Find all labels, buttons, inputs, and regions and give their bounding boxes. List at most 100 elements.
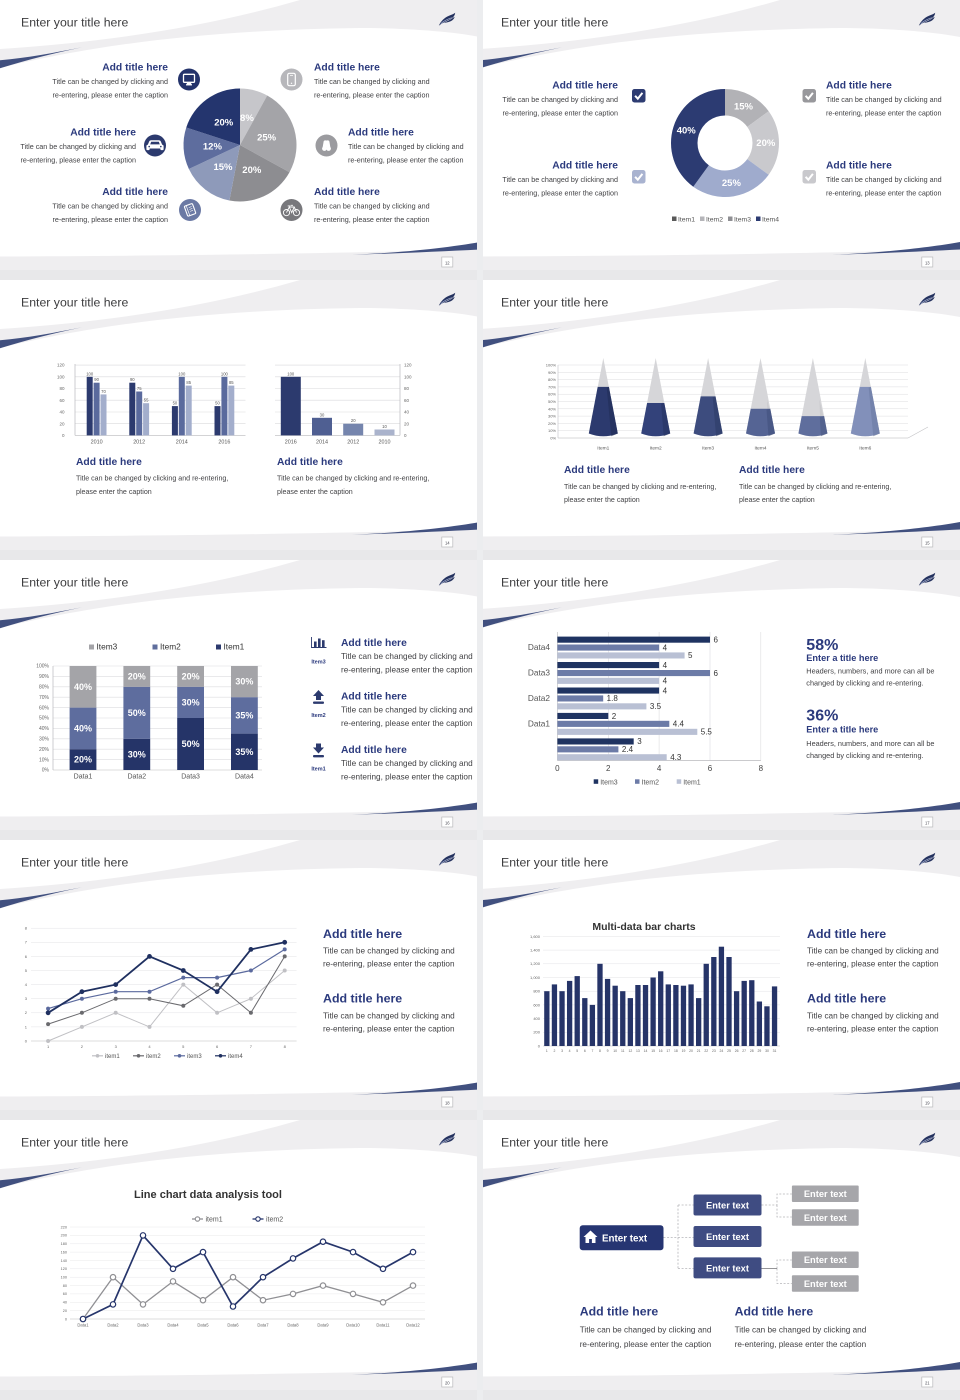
svg-text:8: 8 [284, 1044, 287, 1049]
svg-text:100: 100 [57, 374, 65, 379]
svg-text:re-entering, please enter the: re-entering, please enter the caption [341, 719, 473, 728]
svg-text:200: 200 [533, 1030, 540, 1035]
svg-text:8: 8 [759, 764, 764, 773]
svg-text:Multi-data bar charts: Multi-data bar charts [592, 921, 695, 933]
svg-text:1,000: 1,000 [530, 975, 541, 980]
svg-text:13: 13 [636, 1049, 640, 1053]
svg-text:Add title here: Add title here [102, 63, 168, 74]
svg-text:25: 25 [727, 1049, 731, 1053]
svg-text:80: 80 [63, 1284, 67, 1288]
svg-text:Data12: Data12 [406, 1323, 420, 1328]
svg-text:Title can be changed by clicki: Title can be changed by clicking and [826, 175, 942, 184]
svg-text:please enter the caption: please enter the caption [739, 496, 815, 504]
svg-text:180: 180 [61, 1242, 67, 1246]
svg-text:24: 24 [720, 1049, 724, 1053]
svg-text:30%: 30% [235, 677, 253, 687]
svg-text:17: 17 [666, 1049, 670, 1053]
svg-text:Item1: Item1 [224, 642, 245, 652]
svg-text:2: 2 [553, 1049, 555, 1053]
svg-text:90: 90 [130, 377, 135, 382]
svg-text:Add title here: Add title here [564, 465, 630, 476]
svg-text:0: 0 [555, 764, 560, 773]
svg-text:20%: 20% [74, 755, 92, 765]
svg-text:35%: 35% [235, 710, 253, 720]
svg-text:item2: item2 [146, 1054, 161, 1060]
svg-text:29: 29 [757, 1049, 761, 1053]
svg-text:40: 40 [59, 410, 65, 415]
svg-text:80: 80 [404, 386, 410, 391]
svg-text:Enter text: Enter text [804, 1213, 847, 1223]
svg-text:2: 2 [606, 764, 611, 773]
svg-text:400: 400 [533, 1016, 540, 1021]
svg-text:20: 20 [404, 421, 410, 426]
svg-text:Title can be changed by clicki: Title can be changed by clicking and [341, 759, 473, 768]
svg-text:15%: 15% [734, 102, 754, 113]
svg-text:Enter a title here: Enter a title here [806, 653, 878, 663]
svg-text:10: 10 [382, 424, 387, 429]
svg-text:Item3: Item3 [600, 779, 618, 786]
svg-text:12%: 12% [203, 142, 223, 153]
svg-text:3.5: 3.5 [650, 702, 662, 711]
svg-text:Title can be changed by clicki: Title can be changed by clicking and re-… [277, 475, 429, 483]
svg-text:Data4: Data4 [528, 642, 551, 652]
svg-text:8: 8 [25, 926, 28, 931]
svg-text:re-entering, please enter the: re-entering, please enter the caption [323, 1025, 455, 1034]
svg-text:Item3: Item3 [311, 660, 325, 666]
svg-text:Add title here: Add title here [826, 81, 892, 92]
svg-text:19: 19 [925, 1100, 930, 1105]
svg-text:15: 15 [651, 1049, 655, 1053]
svg-text:item2: item2 [266, 1217, 283, 1224]
svg-text:0: 0 [25, 1038, 28, 1043]
svg-text:20: 20 [351, 418, 356, 423]
svg-text:Data8: Data8 [287, 1323, 299, 1328]
svg-text:2012: 2012 [133, 440, 145, 446]
svg-text:100: 100 [178, 371, 186, 376]
svg-text:20%: 20% [128, 671, 146, 681]
svg-text:20%: 20% [548, 421, 556, 426]
svg-text:27: 27 [742, 1049, 746, 1053]
svg-text:0%: 0% [550, 436, 556, 441]
svg-text:please enter the caption: please enter the caption [564, 496, 640, 504]
svg-text:80: 80 [59, 386, 65, 391]
svg-text:2.4: 2.4 [622, 745, 634, 754]
svg-text:Data2: Data2 [107, 1323, 119, 1328]
svg-text:90%: 90% [39, 674, 50, 680]
svg-text:Enter text: Enter text [706, 1232, 749, 1242]
svg-text:Data3: Data3 [528, 668, 551, 678]
svg-text:re-entering, please enter the: re-entering, please enter the caption [323, 960, 455, 969]
svg-text:Item1: Item1 [311, 767, 325, 773]
svg-text:re-entering, please enter the: re-entering, please enter the caption [314, 91, 429, 100]
svg-text:13: 13 [925, 260, 930, 265]
svg-text:Data2: Data2 [127, 774, 146, 781]
svg-text:1.8: 1.8 [607, 694, 619, 703]
svg-text:Enter text: Enter text [706, 1201, 749, 1211]
svg-text:Item2: Item2 [650, 446, 662, 452]
svg-text:15: 15 [925, 540, 930, 545]
svg-text:6: 6 [713, 669, 718, 678]
svg-text:50: 50 [173, 401, 178, 406]
svg-text:item3: item3 [187, 1054, 202, 1060]
svg-text:Data3: Data3 [137, 1323, 149, 1328]
svg-text:0: 0 [538, 1043, 541, 1048]
svg-text:1: 1 [546, 1049, 548, 1053]
svg-text:re-entering, please enter the: re-entering, please enter the caption [314, 215, 429, 224]
svg-text:0%: 0% [42, 768, 50, 774]
svg-text:20: 20 [445, 1380, 450, 1385]
svg-text:20: 20 [689, 1049, 693, 1053]
svg-text:35%: 35% [235, 747, 253, 757]
svg-text:Title can be changed by clicki: Title can be changed by clicking and [341, 652, 473, 661]
svg-text:50: 50 [215, 401, 220, 406]
svg-text:Title can be changed by clicki: Title can be changed by clicking and [52, 202, 168, 211]
svg-text:90: 90 [94, 377, 99, 382]
svg-text:Title can be changed by clicki: Title can be changed by clicking and [341, 706, 473, 715]
svg-text:Enter text: Enter text [804, 1279, 847, 1289]
svg-text:re-entering, please enter the: re-entering, please enter the caption [53, 215, 168, 224]
svg-text:Add title here: Add title here [580, 1305, 659, 1319]
svg-text:changed by clicking and re-ent: changed by clicking and re-entering. [806, 751, 923, 760]
svg-text:21: 21 [925, 1380, 930, 1385]
svg-text:0: 0 [65, 1317, 67, 1321]
svg-text:Add title here: Add title here [341, 692, 407, 703]
svg-text:Data6: Data6 [227, 1323, 239, 1328]
svg-text:20%: 20% [242, 165, 262, 176]
svg-text:85: 85 [229, 380, 234, 385]
